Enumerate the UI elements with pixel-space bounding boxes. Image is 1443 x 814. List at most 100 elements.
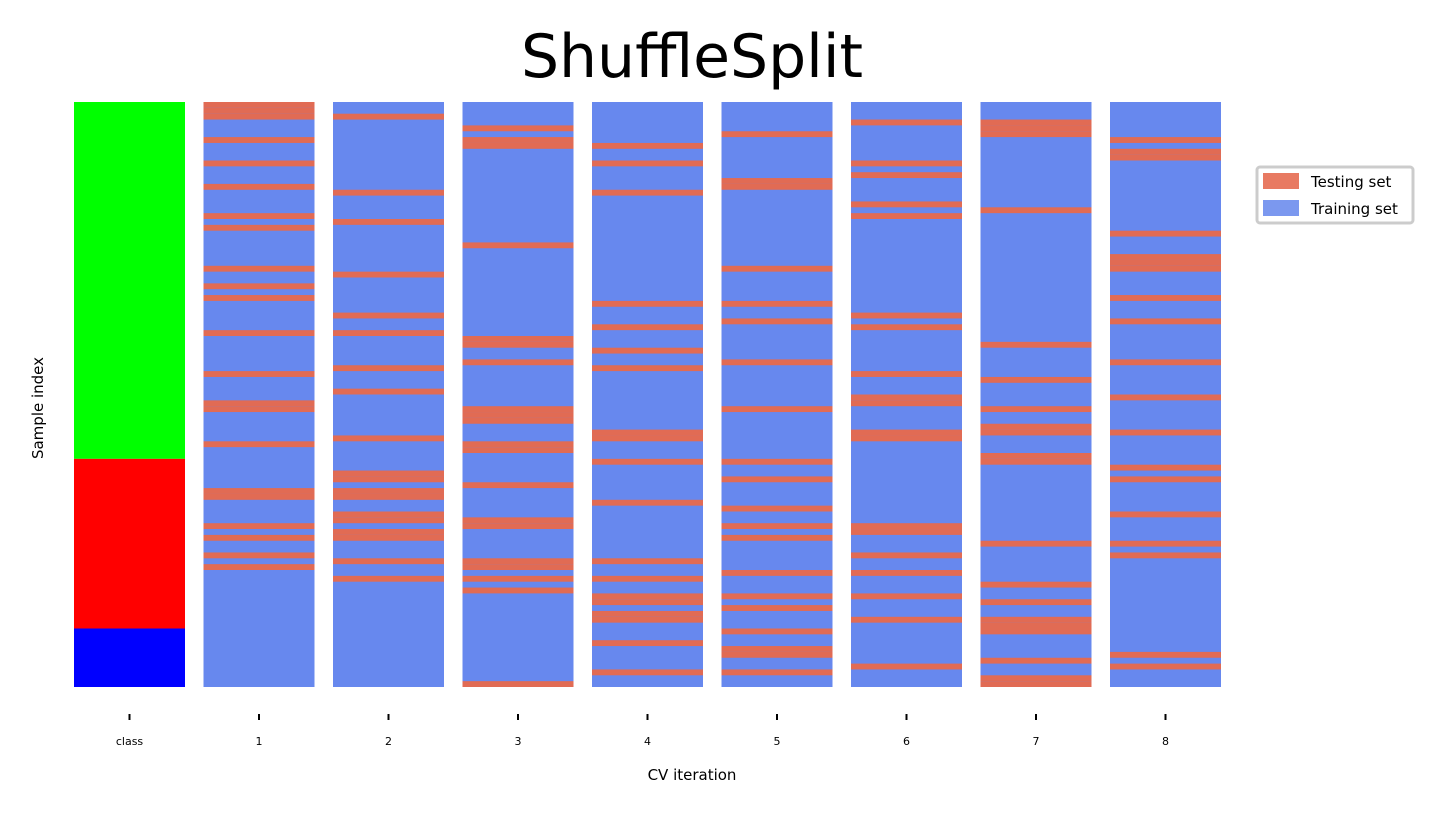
test-sample-mark — [980, 616, 1092, 623]
test-sample-mark — [980, 657, 1092, 664]
legend-swatch — [1263, 200, 1299, 216]
test-sample-mark — [721, 458, 833, 465]
test-sample-mark — [203, 552, 315, 559]
test-sample-mark — [980, 429, 1092, 436]
test-sample-mark — [851, 429, 962, 436]
test-sample-mark — [980, 458, 1092, 465]
test-sample-mark — [1110, 651, 1221, 658]
test-sample-mark — [1110, 254, 1221, 260]
test-sample-mark — [980, 675, 1092, 682]
x-tick-label: 7 — [1033, 735, 1040, 748]
test-sample-mark — [333, 435, 444, 442]
test-sample-mark — [462, 341, 574, 348]
test-sample-mark — [1110, 148, 1221, 155]
test-sample-mark — [203, 493, 315, 500]
test-sample-mark — [721, 605, 833, 611]
test-sample-mark — [980, 628, 1092, 635]
y-axis-label: Sample index — [29, 357, 47, 459]
test-sample-mark — [203, 160, 315, 167]
test-sample-mark — [851, 593, 962, 600]
test-sample-mark — [980, 207, 1092, 214]
test-sample-mark — [721, 406, 833, 413]
plot-area: class 1 2 3 4 5 6 7 8 — [74, 102, 1221, 748]
legend-swatch — [1263, 173, 1299, 189]
test-sample-mark — [1110, 318, 1221, 325]
test-sample-mark — [721, 505, 833, 512]
test-sample-mark — [851, 119, 962, 126]
test-sample-mark — [1110, 137, 1221, 143]
test-sample-mark — [333, 493, 444, 500]
test-sample-mark — [333, 330, 444, 336]
test-sample-mark — [203, 183, 315, 190]
train-band-iteration-7 — [980, 102, 1092, 687]
class-segment-0 — [74, 102, 185, 459]
test-sample-mark — [592, 558, 703, 565]
test-sample-mark — [1110, 429, 1221, 436]
test-sample-mark — [851, 435, 962, 442]
test-sample-mark — [851, 400, 962, 407]
test-sample-mark — [203, 371, 315, 377]
train-band-iteration-3 — [462, 102, 574, 687]
test-sample-mark — [592, 365, 703, 372]
legend: Testing set Training set — [1255, 165, 1415, 225]
test-sample-mark — [462, 242, 574, 249]
test-sample-mark — [333, 312, 444, 319]
test-sample-mark — [462, 125, 574, 132]
test-sample-mark — [203, 107, 315, 114]
test-sample-mark — [203, 441, 315, 448]
test-sample-mark — [333, 534, 444, 541]
test-sample-mark — [203, 113, 315, 120]
test-sample-mark — [721, 476, 833, 483]
test-sample-mark — [333, 558, 444, 565]
x-tick-label: 8 — [1162, 735, 1169, 748]
test-sample-mark — [1110, 154, 1221, 161]
test-sample-mark — [462, 564, 574, 570]
test-sample-mark — [721, 359, 833, 366]
test-sample-mark — [980, 599, 1092, 606]
test-sample-mark — [851, 616, 962, 623]
test-sample-mark — [462, 482, 574, 489]
test-sample-mark — [1110, 552, 1221, 559]
test-sample-mark — [203, 523, 315, 530]
test-sample-mark — [203, 137, 315, 143]
test-sample-mark — [203, 564, 315, 570]
test-sample-mark — [721, 178, 833, 184]
test-sample-mark — [203, 400, 315, 407]
test-sample-mark — [333, 529, 444, 535]
test-sample-mark — [1110, 464, 1221, 471]
test-sample-mark — [592, 324, 703, 331]
x-axis-label: CV iteration — [648, 766, 737, 784]
test-sample-mark — [462, 575, 574, 582]
test-sample-mark — [462, 359, 574, 366]
test-sample-mark — [851, 160, 962, 167]
test-sample-mark — [980, 131, 1092, 138]
test-sample-mark — [333, 365, 444, 372]
x-tick-label: class — [116, 735, 144, 748]
test-sample-mark — [592, 599, 703, 606]
test-sample-mark — [980, 540, 1092, 547]
class-segment-2 — [74, 628, 185, 687]
test-sample-mark — [721, 131, 833, 138]
test-sample-mark — [851, 663, 962, 670]
test-sample-mark — [851, 201, 962, 208]
test-sample-mark — [592, 300, 703, 307]
test-sample-mark — [851, 172, 962, 179]
test-sample-mark — [203, 224, 315, 231]
test-sample-mark — [980, 376, 1092, 383]
test-sample-mark — [851, 529, 962, 535]
test-sample-mark — [721, 570, 833, 576]
test-sample-mark — [980, 119, 1092, 126]
train-band-iteration-5 — [721, 102, 833, 687]
test-sample-mark — [203, 102, 315, 108]
test-sample-mark — [721, 651, 833, 658]
test-sample-mark — [851, 394, 962, 401]
test-sample-mark — [721, 628, 833, 635]
test-sample-mark — [203, 534, 315, 541]
test-sample-mark — [592, 189, 703, 196]
test-sample-mark — [462, 523, 574, 530]
test-sample-mark — [1110, 540, 1221, 547]
test-sample-mark — [333, 189, 444, 196]
legend-label: Training set — [1310, 200, 1398, 218]
test-sample-mark — [462, 336, 574, 342]
